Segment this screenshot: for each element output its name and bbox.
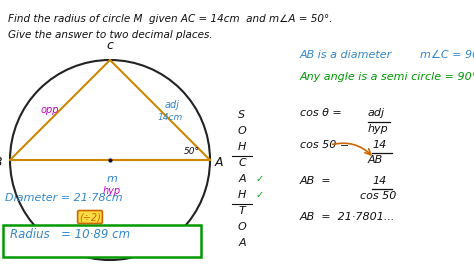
Text: 50°: 50° — [184, 148, 200, 156]
Text: ✓: ✓ — [256, 174, 264, 184]
Text: AB: AB — [368, 155, 383, 165]
Text: 14: 14 — [372, 140, 386, 150]
Text: AB is a diameter: AB is a diameter — [300, 50, 392, 60]
Text: cos 50 =: cos 50 = — [300, 140, 349, 150]
Text: Radius   = 10·89 cm: Radius = 10·89 cm — [10, 228, 130, 241]
Text: opp: opp — [41, 105, 59, 115]
Text: cos θ =: cos θ = — [300, 108, 342, 118]
Text: H: H — [238, 142, 246, 152]
FancyBboxPatch shape — [3, 225, 201, 257]
Text: cos 50: cos 50 — [360, 191, 396, 201]
Text: AB  =  21·7801...: AB = 21·7801... — [300, 212, 395, 222]
Text: Give the answer to two decimal places.: Give the answer to two decimal places. — [8, 30, 213, 40]
Text: (÷2): (÷2) — [79, 212, 101, 222]
Text: O: O — [237, 222, 246, 232]
Text: A: A — [238, 238, 246, 248]
Text: m∠C = 90°: m∠C = 90° — [420, 50, 474, 60]
Text: ✓: ✓ — [256, 190, 264, 200]
Text: A: A — [215, 156, 224, 168]
Text: AB  =: AB = — [300, 176, 332, 186]
Text: hyp: hyp — [103, 186, 121, 196]
Text: hyp: hyp — [368, 124, 389, 134]
Text: A: A — [238, 174, 246, 184]
Text: S: S — [238, 110, 246, 120]
Text: 14cm: 14cm — [157, 114, 182, 123]
Text: Find the radius of circle M  given AC = 14cm  and m∠A = 50°.: Find the radius of circle M given AC = 1… — [8, 14, 332, 24]
Text: Diameter = 21·78cm: Diameter = 21·78cm — [5, 193, 123, 203]
Text: Any angle is a semi circle = 90°: Any angle is a semi circle = 90° — [300, 72, 474, 82]
Text: C: C — [238, 158, 246, 168]
Text: 14: 14 — [372, 176, 386, 186]
Text: B: B — [0, 156, 2, 168]
Text: H: H — [238, 190, 246, 200]
Text: m: m — [107, 174, 118, 184]
Text: T: T — [238, 206, 246, 216]
Text: O: O — [237, 126, 246, 136]
Text: adj: adj — [368, 108, 385, 118]
Text: adj: adj — [164, 100, 180, 110]
Text: c: c — [107, 39, 113, 52]
